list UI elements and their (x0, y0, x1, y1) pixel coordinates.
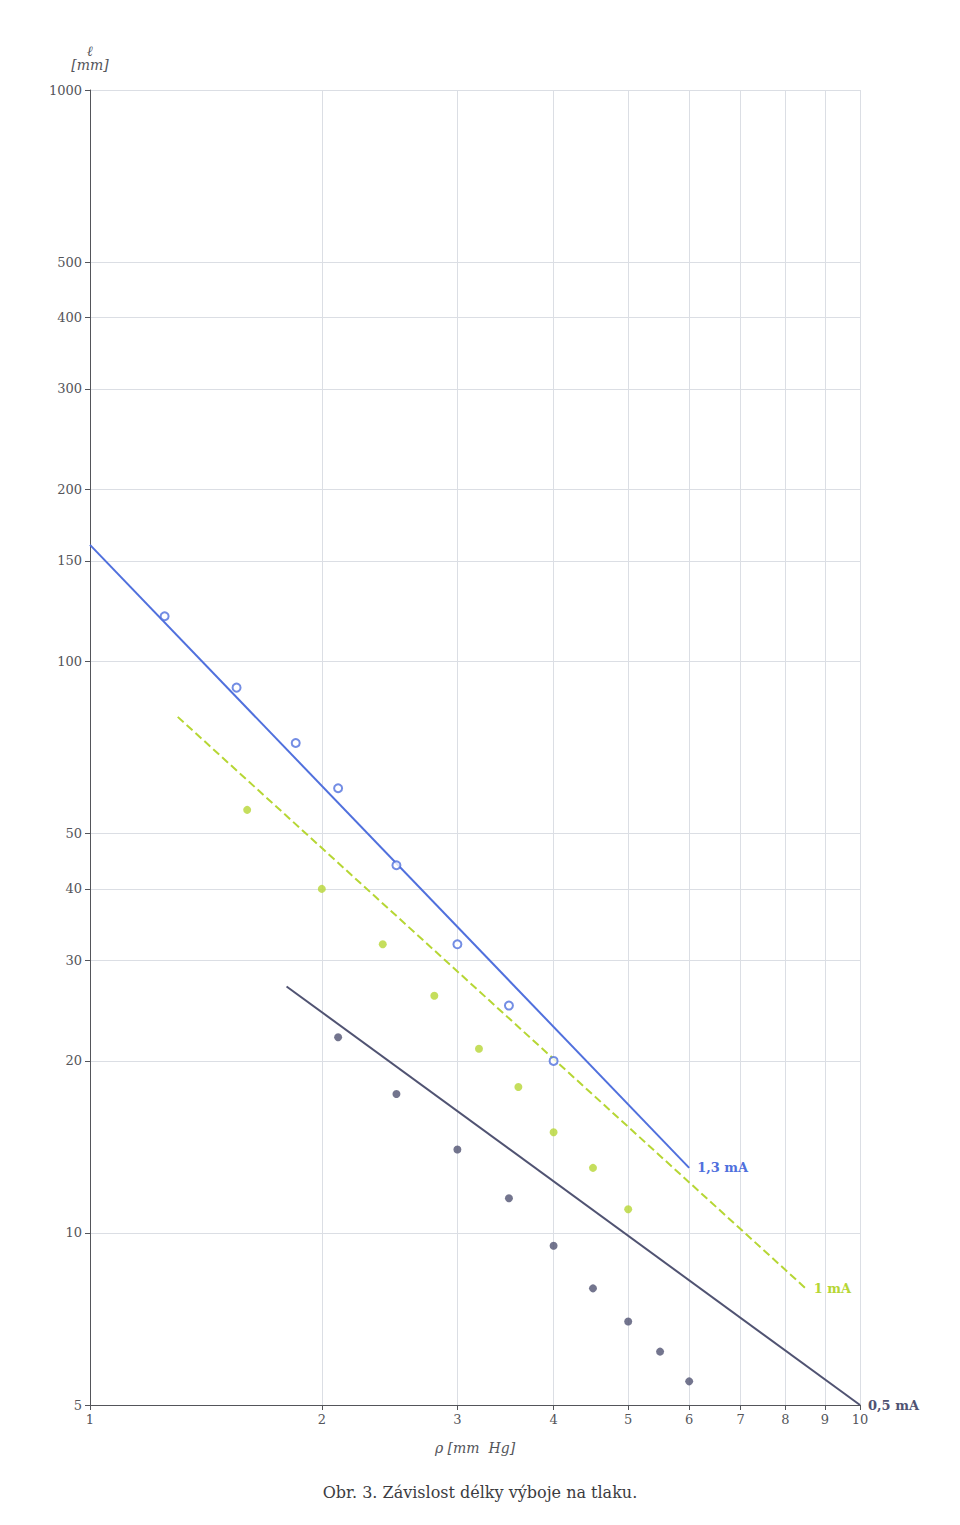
svg-text:10: 10 (852, 1412, 869, 1427)
svg-text:4: 4 (549, 1412, 557, 1427)
svg-text:300: 300 (57, 381, 82, 396)
svg-text:150: 150 (57, 553, 82, 568)
svg-text:1: 1 (86, 1412, 94, 1427)
svg-text:500: 500 (57, 255, 82, 270)
svg-text:40: 40 (65, 881, 82, 896)
svg-text:10: 10 (65, 1225, 82, 1240)
svg-text:0,5 mA: 0,5 mA (868, 1398, 920, 1413)
svg-text:5: 5 (74, 1398, 82, 1413)
svg-text:50: 50 (65, 826, 82, 841)
svg-text:[mm]: [mm] (71, 57, 109, 73)
svg-text:7: 7 (737, 1412, 745, 1427)
svg-text:1 mA: 1 mA (814, 1281, 852, 1296)
svg-text:3: 3 (453, 1412, 461, 1427)
svg-text:8: 8 (781, 1412, 789, 1427)
svg-text:1000: 1000 (49, 83, 82, 98)
svg-text:5: 5 (624, 1412, 632, 1427)
svg-text:ρ [mm Hg]: ρ [mm Hg] (434, 1440, 516, 1456)
svg-text:6: 6 (685, 1412, 693, 1427)
svg-text:30: 30 (65, 953, 82, 968)
svg-text:1,3 mA: 1,3 mA (697, 1160, 749, 1175)
svg-text:400: 400 (57, 310, 82, 325)
svg-text:2: 2 (318, 1412, 326, 1427)
svg-text:Obr. 3. Závislost délky výboje: Obr. 3. Závislost délky výboje na tlaku. (323, 1483, 638, 1502)
svg-text:9: 9 (821, 1412, 829, 1427)
svg-text:200: 200 (57, 482, 82, 497)
svg-text:100: 100 (57, 654, 82, 669)
svg-text:ℓ: ℓ (87, 43, 93, 59)
svg-text:20: 20 (65, 1053, 82, 1068)
